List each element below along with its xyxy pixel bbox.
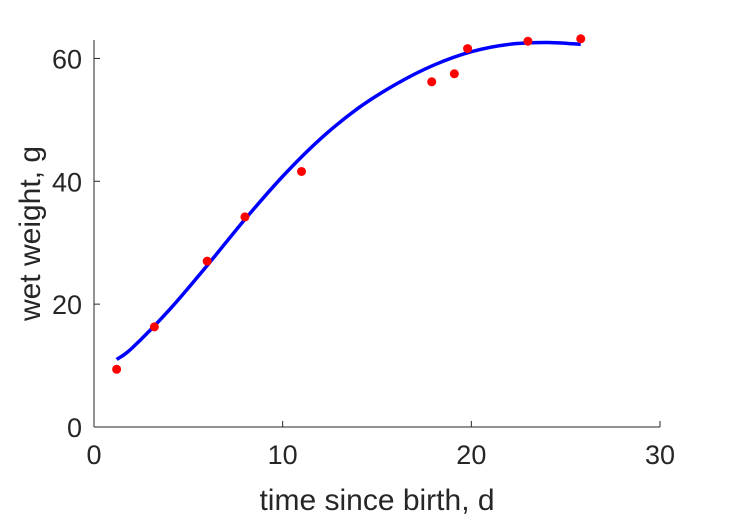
data-point <box>202 256 212 266</box>
x-tick-label: 0 <box>86 440 101 470</box>
data-point <box>463 44 473 54</box>
plot-area <box>112 34 586 374</box>
data-point <box>240 212 250 222</box>
data-point <box>149 322 159 332</box>
ticks: 0 10 20 30 0 20 40 60 <box>52 44 675 470</box>
data-point <box>112 364 122 374</box>
y-axis-label: wet weight, g <box>14 146 47 322</box>
y-tick-label: 40 <box>52 167 82 197</box>
data-point <box>297 166 307 176</box>
x-axis-label: time since birth, d <box>259 484 494 517</box>
data-point <box>576 34 586 44</box>
axes <box>93 40 660 428</box>
y-tick-label: 0 <box>67 413 82 443</box>
y-tick-label: 60 <box>52 44 82 74</box>
x-tick-label: 10 <box>268 440 298 470</box>
data-point <box>449 69 459 79</box>
x-tick-label: 30 <box>645 440 675 470</box>
x-tick-label: 20 <box>456 440 486 470</box>
y-tick-label: 20 <box>52 290 82 320</box>
data-point <box>523 36 533 46</box>
fit-curve <box>115 40 581 361</box>
data-point <box>427 77 437 87</box>
